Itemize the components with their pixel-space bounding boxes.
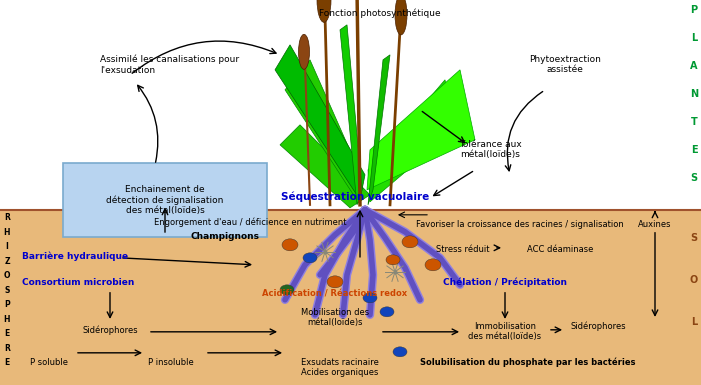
Ellipse shape <box>395 0 407 35</box>
Text: S: S <box>690 233 697 243</box>
Polygon shape <box>285 60 363 205</box>
Text: Immobilisation
des métal(loïde)s: Immobilisation des métal(loïde)s <box>468 322 542 341</box>
Ellipse shape <box>317 0 331 22</box>
Text: S: S <box>690 173 697 183</box>
Ellipse shape <box>402 236 418 248</box>
Text: Solubilisation du phosphate par les bactéries: Solubilisation du phosphate par les bact… <box>420 358 636 367</box>
Text: L: L <box>691 33 697 43</box>
Polygon shape <box>280 125 370 208</box>
Text: E: E <box>690 145 697 155</box>
Polygon shape <box>340 25 362 205</box>
Text: T: T <box>690 117 697 127</box>
Text: P: P <box>4 300 10 309</box>
Text: Z: Z <box>4 257 10 266</box>
Text: Exsudats racinaire
Acides organiques: Exsudats racinaire Acides organiques <box>301 358 379 377</box>
Polygon shape <box>368 55 390 205</box>
Text: ACC déaminase: ACC déaminase <box>527 245 593 254</box>
Text: Sidérophores: Sidérophores <box>82 326 138 335</box>
Text: P insoluble: P insoluble <box>148 358 193 367</box>
Text: R: R <box>4 213 10 222</box>
Text: N: N <box>690 89 698 99</box>
Ellipse shape <box>327 276 343 288</box>
Ellipse shape <box>386 255 400 265</box>
Text: Stress réduit: Stress réduit <box>437 245 490 254</box>
Ellipse shape <box>393 347 407 357</box>
Ellipse shape <box>280 285 294 295</box>
Text: H: H <box>4 228 11 237</box>
Text: Consortium microbien: Consortium microbien <box>22 278 135 287</box>
Ellipse shape <box>299 34 310 69</box>
Ellipse shape <box>303 253 317 263</box>
Text: Enchainement de
détection de signalisation
des métal(loïde)s: Enchainement de détection de signalisati… <box>107 185 224 215</box>
Text: Acidification / Réactions redox: Acidification / Réactions redox <box>262 290 407 299</box>
Text: Engorgement d'eau / déficience en nutriment: Engorgement d'eau / déficience en nutrim… <box>154 218 346 227</box>
Polygon shape <box>275 45 365 200</box>
Text: E: E <box>4 329 10 338</box>
Ellipse shape <box>282 239 298 251</box>
Text: Chélation / Précipitation: Chélation / Précipitation <box>443 278 567 287</box>
Text: O: O <box>4 271 11 280</box>
Text: Sidérophores: Sidérophores <box>570 322 626 331</box>
Text: S: S <box>4 286 10 295</box>
Polygon shape <box>368 80 455 202</box>
Text: I: I <box>6 242 8 251</box>
Text: E: E <box>4 358 10 367</box>
Text: R: R <box>4 344 10 353</box>
Text: L: L <box>691 317 697 327</box>
FancyBboxPatch shape <box>63 163 267 237</box>
Text: Favoriser la croissance des racines / signalisation: Favoriser la croissance des racines / si… <box>416 220 624 229</box>
Text: P: P <box>690 5 697 15</box>
Polygon shape <box>367 70 475 190</box>
Text: Fonction photosynthétique: Fonction photosynthétique <box>319 8 441 17</box>
Text: O: O <box>690 275 698 285</box>
Ellipse shape <box>425 259 441 271</box>
Text: A: A <box>690 61 697 71</box>
Text: Séquestration vacuolaire: Séquestration vacuolaire <box>281 191 429 202</box>
Text: Assimilé les canalisations pour
l'exsudation: Assimilé les canalisations pour l'exsuda… <box>100 55 239 75</box>
Ellipse shape <box>380 307 394 317</box>
Text: Mobilisation des
métal(loïde)s: Mobilisation des métal(loïde)s <box>301 308 369 327</box>
Text: Barrière hydraulique: Barrière hydraulique <box>22 252 128 261</box>
Text: H: H <box>4 315 11 324</box>
Text: P soluble: P soluble <box>30 358 68 367</box>
Text: Tolérance aux
métal(loïde)s: Tolérance aux métal(loïde)s <box>458 140 522 159</box>
Text: Champignons: Champignons <box>191 232 259 241</box>
Text: Phytoextraction
assistée: Phytoextraction assistée <box>529 55 601 74</box>
Ellipse shape <box>363 293 377 303</box>
Text: Auxines: Auxines <box>638 220 672 229</box>
